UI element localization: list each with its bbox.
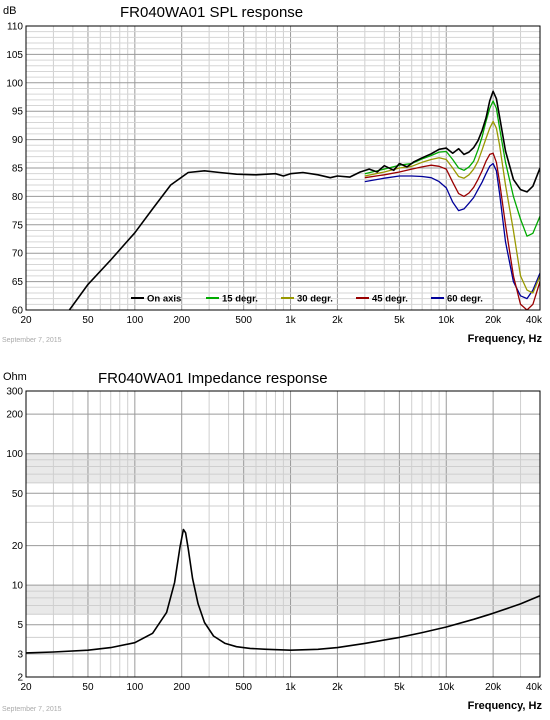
impedance-x-tick-label: 2k xyxy=(332,682,344,693)
spl-y-tick-label: 95 xyxy=(12,107,24,118)
spl-y-tick-label: 60 xyxy=(12,306,24,317)
spl-y-tick-label: 105 xyxy=(6,50,23,61)
spl-y-tick-label: 90 xyxy=(12,135,24,146)
impedance-grid xyxy=(25,390,541,678)
spl-x-axis-label: Frequency, Hz xyxy=(467,333,542,345)
impedance-plot-frame xyxy=(25,390,541,678)
series-line-45-degr xyxy=(364,152,540,310)
spl-date-label: September 7, 2015 xyxy=(2,337,62,344)
spl-x-tick-label: 10k xyxy=(438,315,455,326)
impedance-y-tick-label: 20 xyxy=(12,541,24,552)
series-line-60-degr xyxy=(364,162,540,300)
spl-y-tick-label: 75 xyxy=(12,220,24,231)
impedance-x-tick-label: 20k xyxy=(485,682,502,693)
impedance-date-label: September 7, 2015 xyxy=(2,706,62,713)
impedance-y-tick-label: 200 xyxy=(6,410,23,421)
spl-y-tick-label: 80 xyxy=(12,192,24,203)
spl-x-tick-label: 200 xyxy=(173,315,190,326)
spl-y-unit: dB xyxy=(3,5,17,17)
spl-chart: 60 65 70 75 80 85 90 95 100 105 110 20 50 100 200 500 1k… xyxy=(6,22,543,327)
legend-label-60-degr: 60 degr. xyxy=(447,294,483,305)
spl-y-tick-label: 110 xyxy=(7,22,23,33)
spl-x-tick-label: 500 xyxy=(235,315,252,326)
impedance-chart: 2 3 5 10 20 50 100 200 300 20 50 100 200 500 1k 2k 5k 10k… xyxy=(6,387,543,694)
impedance-x-tick-label: 500 xyxy=(235,682,252,693)
spl-x-tick-label: 50 xyxy=(82,315,94,326)
impedance-y-tick-label: 5 xyxy=(17,620,23,631)
legend-label-on-axis: On axis xyxy=(147,294,181,305)
legend-label-15-degr: 15 degr. xyxy=(222,294,258,305)
impedance-x-tick-label: 1k xyxy=(285,682,297,693)
spl-y-tick-label: 65 xyxy=(12,277,24,288)
impedance-y-tick-label: 100 xyxy=(6,449,23,460)
impedance-x-tick-label: 10k xyxy=(438,682,455,693)
impedance-x-tick-label: 5k xyxy=(394,682,406,693)
spl-x-tick-label: 40k xyxy=(526,315,543,326)
impedance-y-tick-label: 2 xyxy=(17,673,23,684)
spl-x-tick-label: 2k xyxy=(332,315,344,326)
spl-y-tick-label: 85 xyxy=(12,164,24,175)
impedance-series-group xyxy=(26,528,540,654)
legend-label-30-degr: 30 degr. xyxy=(297,294,333,305)
impedance-x-tick-label: 50 xyxy=(82,682,94,693)
spl-legend: On axis 15 degr. 30 degr. 45 degr. 60 degr. xyxy=(131,294,483,305)
impedance-y-tick-label: 10 xyxy=(12,581,24,592)
impedance-x-tick-label: 200 xyxy=(173,682,190,693)
impedance-y-tick-label: 300 xyxy=(6,387,23,398)
impedance-y-tick-label: 3 xyxy=(17,649,23,660)
spl-series-group xyxy=(68,90,540,310)
spl-x-tick-label: 20k xyxy=(485,315,502,326)
impedance-x-tick-label: 40k xyxy=(526,682,543,693)
spl-plot-frame xyxy=(25,25,541,311)
impedance-chart-title: FR040WA01 Impedance response xyxy=(98,370,328,387)
impedance-y-tick-label: 50 xyxy=(12,489,24,500)
spl-x-tick-label: 5k xyxy=(394,315,406,326)
spl-y-tick-label: 100 xyxy=(6,78,23,89)
impedance-y-unit: Ohm xyxy=(3,371,27,383)
series-line-30-degr xyxy=(364,120,540,294)
impedance-x-axis-label: Frequency, Hz xyxy=(467,700,542,712)
series-line-15-degr xyxy=(364,100,540,237)
impedance-x-tick-label: 100 xyxy=(126,682,143,693)
spl-x-tick-label: 1k xyxy=(285,315,297,326)
legend-label-45-degr: 45 degr. xyxy=(372,294,408,305)
spl-x-tick-label: 20 xyxy=(20,315,32,326)
spl-x-tick-label: 100 xyxy=(126,315,143,326)
impedance-x-tick-label: 20 xyxy=(20,682,32,693)
series-line-on-axis xyxy=(68,90,540,310)
spl-chart-title: FR040WA01 SPL response xyxy=(120,4,304,21)
series-line-impedance xyxy=(26,528,540,654)
spl-y-tick-label: 70 xyxy=(12,249,24,260)
